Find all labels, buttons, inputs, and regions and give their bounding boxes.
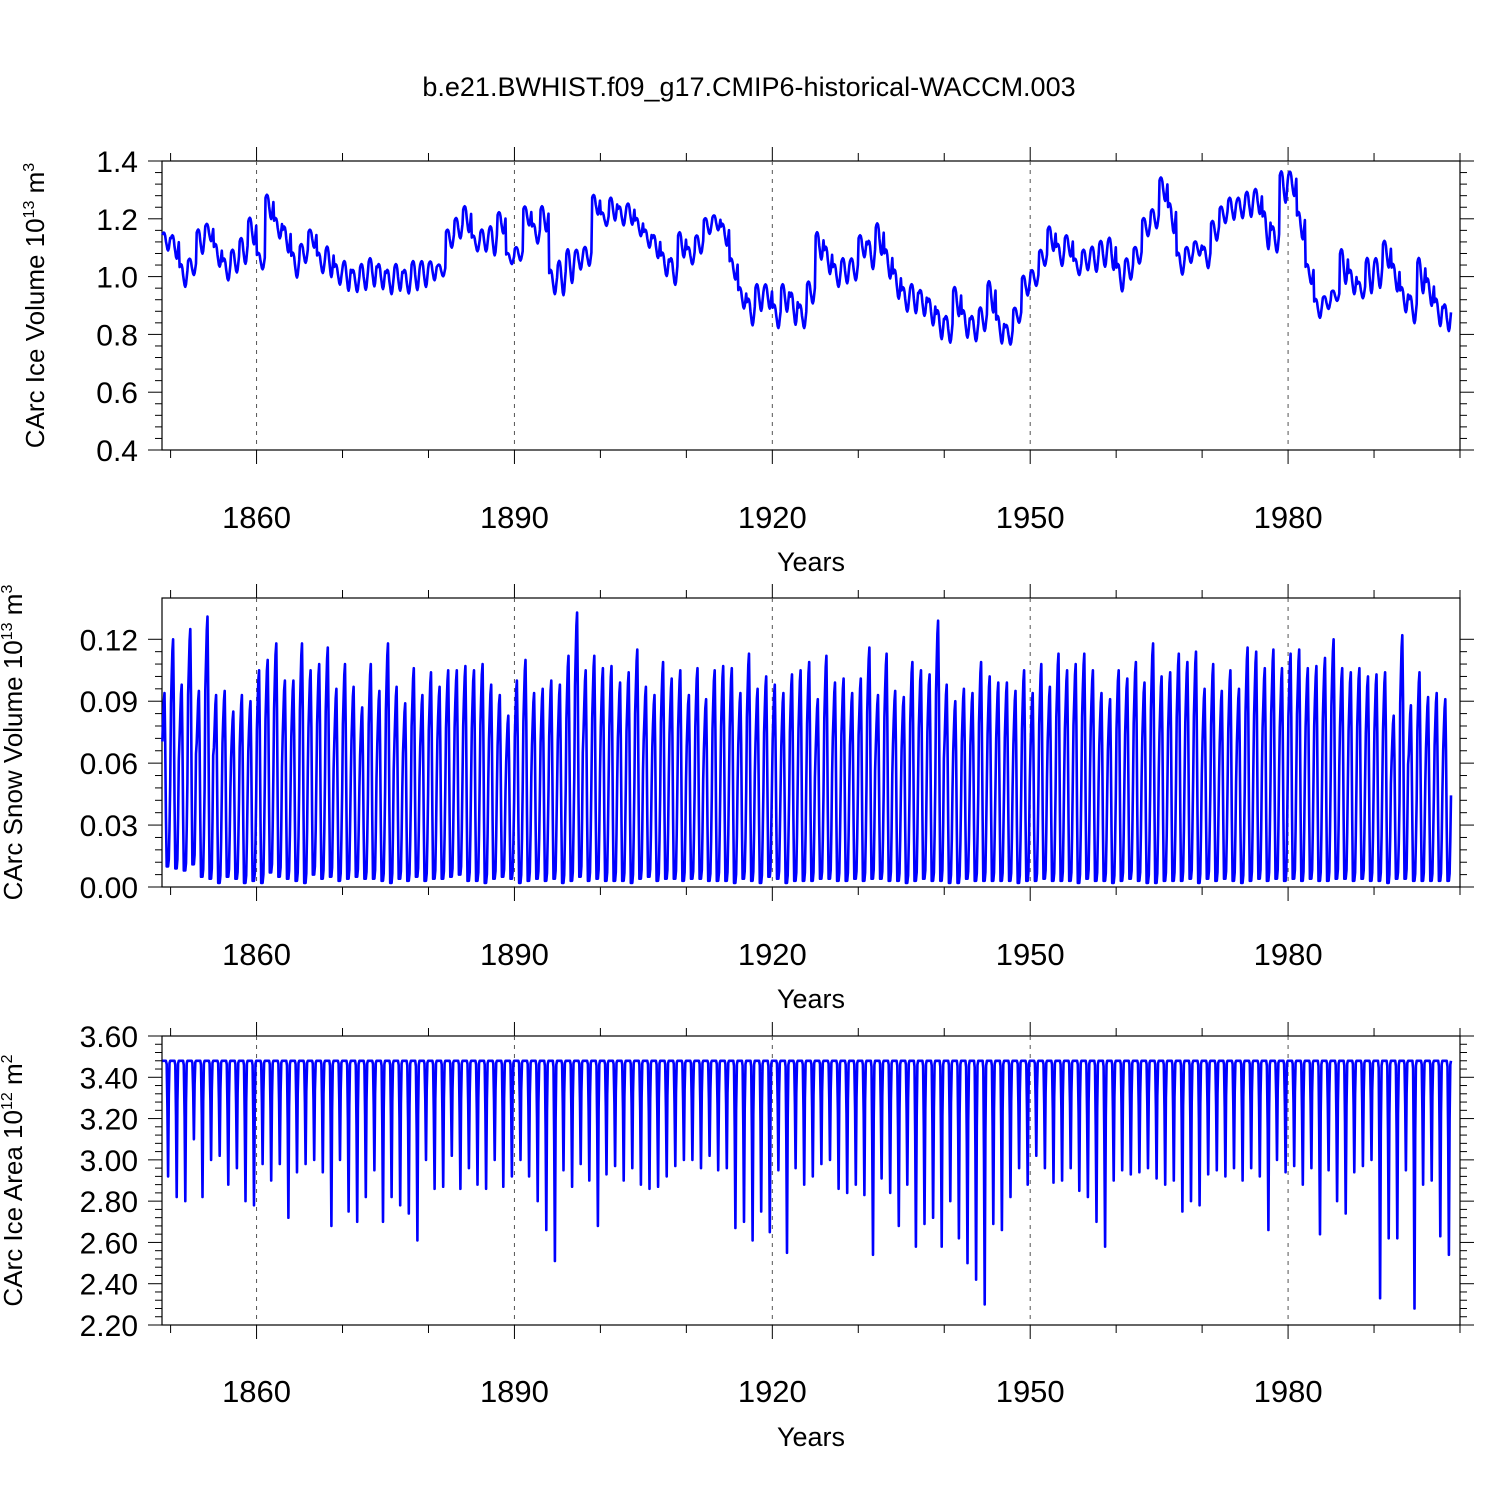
series-line-ice-volume xyxy=(161,170,1453,346)
y-tick-label: 0.09 xyxy=(80,686,138,719)
y-tick-label: 2.60 xyxy=(80,1227,138,1260)
x-axis-label: Years xyxy=(777,1422,845,1452)
x-tick-label: 1950 xyxy=(996,500,1065,535)
y-tick-label: 0.12 xyxy=(80,624,138,657)
series-line-snow-volume xyxy=(161,611,1453,885)
x-tick-label: 1950 xyxy=(996,937,1065,972)
y-tick-label: 3.40 xyxy=(80,1062,138,1095)
x-tick-label: 1980 xyxy=(1254,937,1323,972)
x-tick-label: 1980 xyxy=(1254,1374,1323,1409)
series-line-ice-area xyxy=(161,1059,1453,1310)
y-tick-label: 2.40 xyxy=(80,1269,138,1302)
y-tick-label: 0.4 xyxy=(96,435,138,468)
y-tick-label: 3.00 xyxy=(80,1145,138,1178)
x-tick-label: 1950 xyxy=(996,1374,1065,1409)
x-tick-label: 1920 xyxy=(738,1374,807,1409)
y-axis-label: CArc Ice Volume 1013 m3 xyxy=(20,163,50,448)
x-tick-label: 1980 xyxy=(1254,500,1323,535)
panel-ice-area: 2.20 2.40 2.60 2.80 3.00 3.20 3.40 3.60 1860 1890… xyxy=(0,1021,1474,1452)
y-axis-label: CArc Ice Area 1012 m2 xyxy=(0,1054,28,1306)
x-tick-label: 1890 xyxy=(480,500,549,535)
y-tick-label: 3.60 xyxy=(80,1021,138,1054)
y-tick-label: 0.00 xyxy=(80,872,138,905)
y-axis-label: CArc Snow Volume 1013 m3 xyxy=(0,585,28,901)
y-tick-label: 0.06 xyxy=(80,748,138,781)
y-tick-label: 2.20 xyxy=(80,1310,138,1343)
figure-title: b.e21.BWHIST.f09_g17.CMIP6-historical-WA… xyxy=(422,72,1075,102)
x-tick-label: 1890 xyxy=(480,1374,549,1409)
x-tick-label: 1860 xyxy=(222,937,291,972)
x-tick-label: 1920 xyxy=(738,500,807,535)
x-axis-label: Years xyxy=(777,984,845,1014)
y-tick-label: 0.8 xyxy=(96,319,138,352)
panel-snow-volume: 0.00 0.03 0.06 0.09 0.12 1860 1890 1920 1950 1980… xyxy=(0,584,1474,1014)
x-tick-label: 1860 xyxy=(222,1374,291,1409)
y-tick-label: 1.2 xyxy=(96,204,138,237)
x-axis-label: Years xyxy=(777,547,845,577)
y-tick-label: 1.4 xyxy=(96,146,138,179)
x-tick-label: 1920 xyxy=(738,937,807,972)
y-tick-label: 0.6 xyxy=(96,377,138,410)
y-tick-label: 2.80 xyxy=(80,1186,138,1219)
plot-frame xyxy=(161,1035,1461,1326)
x-tick-label: 1890 xyxy=(480,937,549,972)
y-tick-label: 3.20 xyxy=(80,1104,138,1137)
panel-ice-volume: 0.4 0.6 0.8 1.0 1.2 1.4 1860 1890 1920 1950 1980 Ye… xyxy=(20,146,1474,577)
plot-frame xyxy=(161,160,1461,451)
x-tick-label: 1860 xyxy=(222,500,291,535)
y-tick-label: 0.03 xyxy=(80,810,138,843)
y-tick-label: 1.0 xyxy=(96,262,138,295)
plot-frame xyxy=(161,597,1461,888)
